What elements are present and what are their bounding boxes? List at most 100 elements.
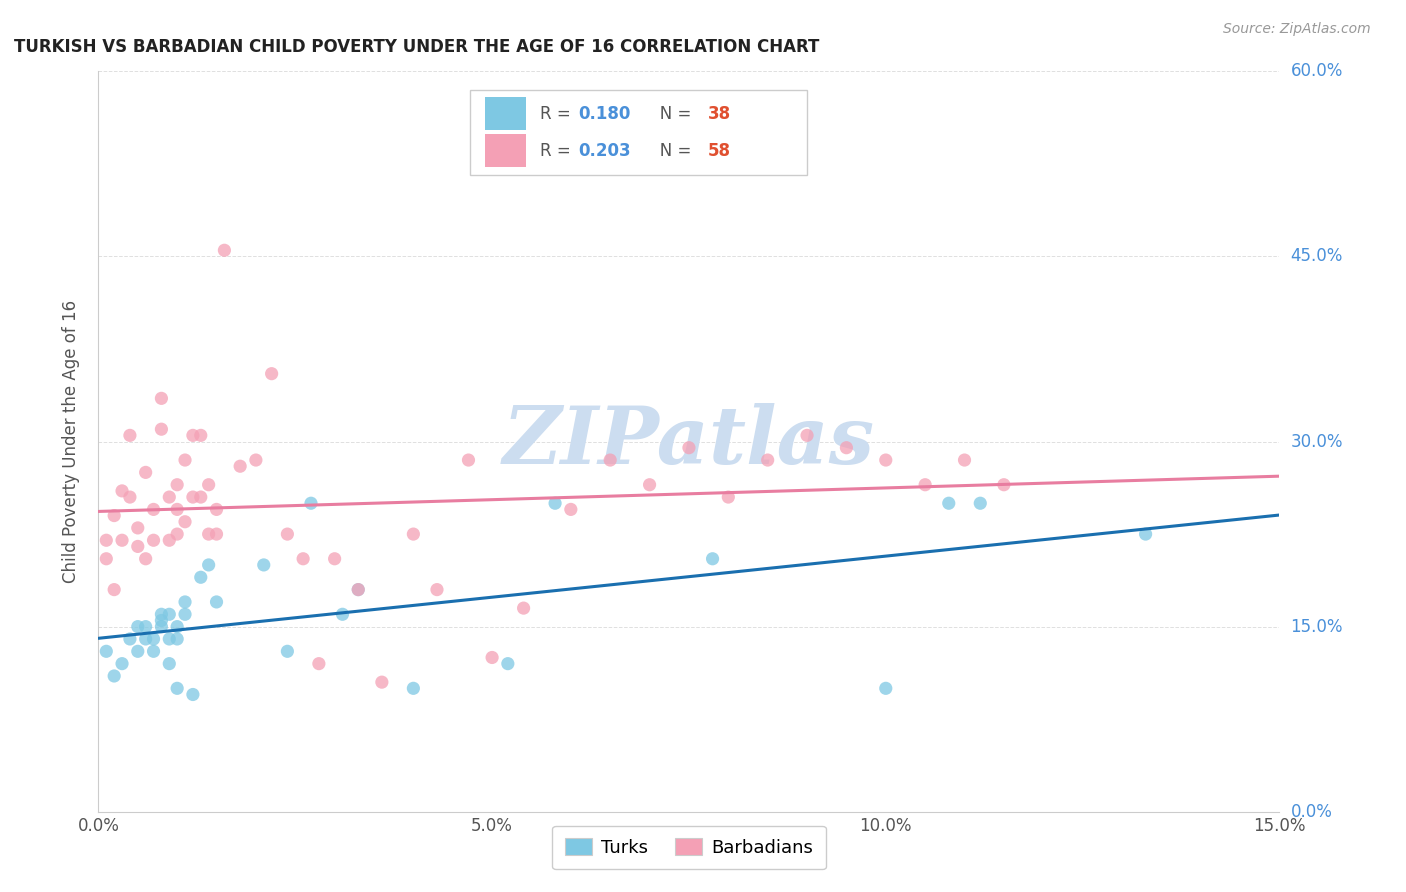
Point	[481, 650, 503, 665]
Text: ZIPatlas: ZIPatlas	[503, 403, 875, 480]
Point	[118, 632, 141, 646]
Point	[197, 477, 219, 491]
Text: 0.180: 0.180	[578, 104, 630, 122]
Point	[245, 453, 267, 467]
Point	[142, 533, 165, 548]
Text: R =: R =	[540, 142, 576, 160]
Point	[402, 681, 425, 696]
Point	[402, 527, 425, 541]
Text: R =: R =	[540, 104, 576, 122]
Point	[756, 453, 779, 467]
Point	[111, 483, 134, 498]
Point	[111, 657, 134, 671]
Point	[174, 607, 197, 622]
Point	[276, 527, 298, 541]
Point	[599, 453, 621, 467]
Point	[118, 490, 141, 504]
Point	[426, 582, 449, 597]
Text: N =: N =	[644, 104, 697, 122]
Point	[166, 477, 188, 491]
Point	[127, 540, 149, 554]
Point	[127, 644, 149, 658]
Point	[292, 551, 315, 566]
Point	[678, 441, 700, 455]
Point	[205, 595, 228, 609]
Point	[96, 644, 118, 658]
Point	[190, 490, 212, 504]
Point	[347, 582, 370, 597]
Text: N =: N =	[644, 142, 697, 160]
Point	[796, 428, 818, 442]
Point	[512, 601, 534, 615]
Point	[96, 533, 118, 548]
Point	[135, 632, 157, 646]
Point	[150, 607, 173, 622]
Point	[638, 477, 661, 491]
Point	[142, 502, 165, 516]
Point	[253, 558, 276, 572]
Point	[118, 428, 141, 442]
Point	[229, 459, 252, 474]
Point	[96, 551, 118, 566]
Point	[544, 496, 567, 510]
Point	[135, 619, 157, 633]
Legend: Turks, Barbadians: Turks, Barbadians	[553, 826, 825, 870]
Point	[938, 496, 960, 510]
Point	[142, 644, 165, 658]
Point	[347, 582, 370, 597]
Point	[190, 570, 212, 584]
Point	[150, 614, 173, 628]
Point	[1135, 527, 1157, 541]
Text: 0.0%: 0.0%	[1291, 803, 1333, 821]
Point	[914, 477, 936, 491]
Point	[332, 607, 354, 622]
Point	[166, 527, 188, 541]
Point	[174, 515, 197, 529]
Point	[166, 681, 188, 696]
Point	[190, 428, 212, 442]
Point	[969, 496, 991, 510]
Point	[717, 490, 740, 504]
Text: 38: 38	[707, 104, 731, 122]
Point	[166, 619, 188, 633]
Text: Source: ZipAtlas.com: Source: ZipAtlas.com	[1223, 22, 1371, 37]
Point	[308, 657, 330, 671]
Point	[142, 632, 165, 646]
FancyBboxPatch shape	[471, 90, 807, 175]
Point	[166, 502, 188, 516]
Point	[371, 675, 394, 690]
Point	[150, 392, 173, 406]
Point	[127, 619, 149, 633]
Point	[174, 595, 197, 609]
Point	[135, 466, 157, 480]
Point	[197, 527, 219, 541]
Text: 45.0%: 45.0%	[1291, 247, 1343, 266]
Text: 0.203: 0.203	[578, 142, 630, 160]
Point	[157, 607, 180, 622]
FancyBboxPatch shape	[485, 134, 526, 167]
Point	[835, 441, 858, 455]
Point	[174, 453, 197, 467]
Point	[993, 477, 1015, 491]
Point	[214, 244, 236, 258]
Point	[875, 681, 897, 696]
Point	[875, 453, 897, 467]
Point	[103, 582, 125, 597]
FancyBboxPatch shape	[485, 97, 526, 130]
Text: 15.0%: 15.0%	[1291, 617, 1343, 636]
Point	[103, 508, 125, 523]
Point	[103, 669, 125, 683]
Point	[127, 521, 149, 535]
Point	[276, 644, 298, 658]
Point	[157, 632, 180, 646]
Point	[197, 558, 219, 572]
Point	[166, 632, 188, 646]
Point	[953, 453, 976, 467]
Point	[299, 496, 322, 510]
Point	[181, 428, 204, 442]
Text: TURKISH VS BARBADIAN CHILD POVERTY UNDER THE AGE OF 16 CORRELATION CHART: TURKISH VS BARBADIAN CHILD POVERTY UNDER…	[14, 38, 820, 56]
Point	[496, 657, 519, 671]
Point	[205, 527, 228, 541]
Y-axis label: Child Poverty Under the Age of 16: Child Poverty Under the Age of 16	[62, 300, 80, 583]
Point	[260, 367, 283, 381]
